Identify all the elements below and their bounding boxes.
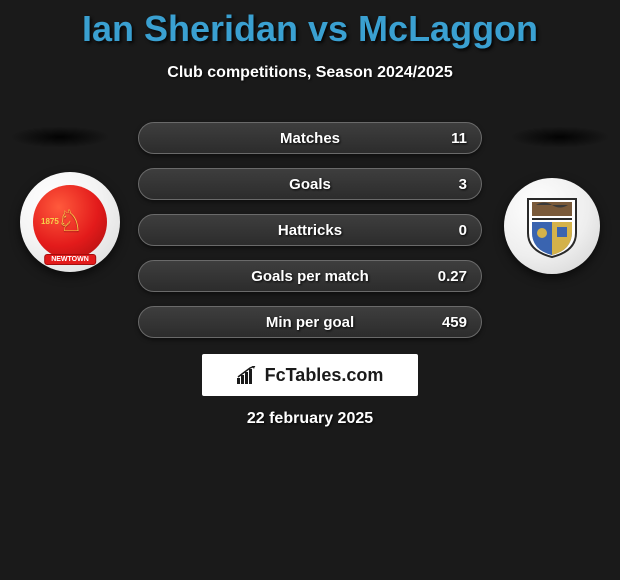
page-title: Ian Sheridan vs McLaggon (0, 0, 620, 50)
stat-value: 0.27 (438, 268, 467, 285)
griffin-icon: ♘ (57, 207, 84, 237)
stat-label: Hattricks (278, 222, 342, 239)
stat-row: Hattricks 0 (138, 214, 482, 246)
team-badge-right (504, 178, 600, 274)
brand-text: FcTables.com (265, 365, 384, 386)
stat-label: Min per goal (266, 314, 354, 331)
stats-container: Matches 11 Goals 3 Hattricks 0 Goals per match… (138, 122, 482, 352)
stat-label: Goals per match (251, 268, 369, 285)
badge-shadow-right (510, 126, 610, 148)
stat-row: Goals 3 (138, 168, 482, 200)
stat-label: Matches (280, 130, 340, 147)
stat-row: Matches 11 (138, 122, 482, 154)
badge-year: 1875 (41, 217, 59, 226)
team-badge-left: ♘ 1875 NEWTOWN (20, 172, 120, 272)
stat-value: 0 (459, 222, 467, 239)
badge-ribbon: NEWTOWN (44, 254, 96, 265)
date-label: 22 february 2025 (0, 410, 620, 428)
stat-value: 3 (459, 176, 467, 193)
subtitle: Club competitions, Season 2024/2025 (0, 64, 620, 82)
crest-icon (522, 193, 582, 259)
stat-row: Min per goal 459 (138, 306, 482, 338)
stat-value: 459 (442, 314, 467, 331)
badge-shadow-left (10, 126, 110, 148)
stat-value: 11 (451, 130, 467, 147)
stat-row: Goals per match 0.27 (138, 260, 482, 292)
brand-box[interactable]: FcTables.com (202, 354, 418, 396)
stat-label: Goals (289, 176, 331, 193)
bars-icon (237, 366, 259, 384)
team-badge-left-inner: ♘ 1875 NEWTOWN (33, 185, 107, 259)
